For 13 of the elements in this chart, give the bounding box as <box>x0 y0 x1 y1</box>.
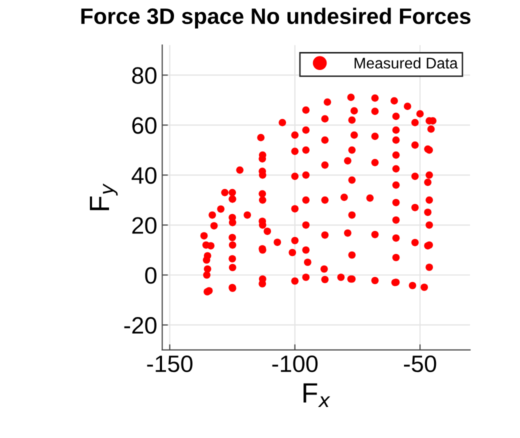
y-tick-label: -20 <box>124 317 156 334</box>
y-tick-label: 80 <box>132 67 156 84</box>
chart-title: Force 3D space No undesired Forces <box>81 8 470 28</box>
y-tick-label: 40 <box>132 167 156 184</box>
legend-label: Measured Data <box>354 57 458 69</box>
x-tick-label: -100 <box>272 355 318 372</box>
y-axis-title: F$_{y}$ <box>90 183 118 210</box>
x-axis-title: F$_{x}$ <box>304 383 330 408</box>
y-tick-label: 60 <box>132 117 156 134</box>
x-tick-label: -50 <box>404 355 436 372</box>
y-tick-label: 0 <box>145 267 156 284</box>
x-tick-label: -150 <box>147 355 192 372</box>
y-tick-label: 20 <box>132 217 156 234</box>
